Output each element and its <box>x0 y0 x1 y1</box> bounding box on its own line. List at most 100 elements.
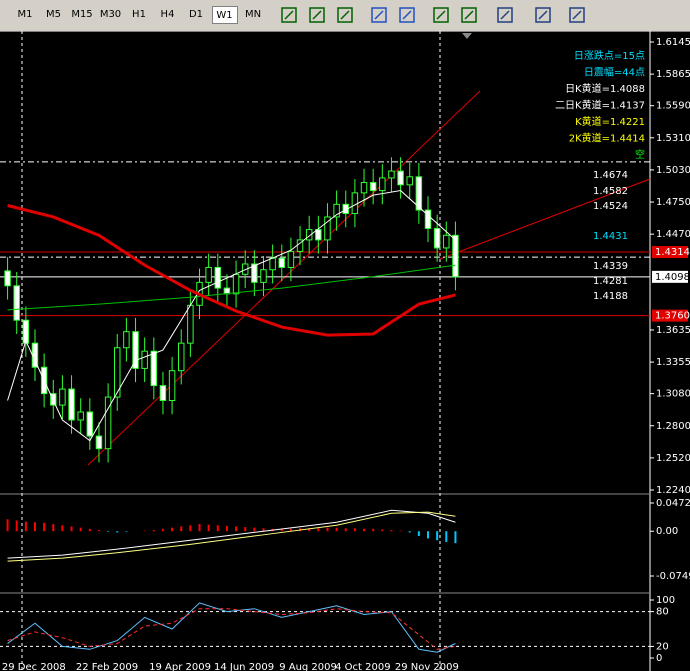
candle-body <box>13 285 20 321</box>
timeframe-button[interactable]: M1 <box>17 9 33 20</box>
toolbar-icon[interactable] <box>569 7 585 23</box>
icon-shape <box>281 7 297 23</box>
toolbar-icon[interactable] <box>309 7 325 23</box>
candle-body <box>141 350 148 369</box>
candle-body <box>424 209 432 229</box>
toolbar-icon[interactable] <box>433 7 449 23</box>
candle-body <box>123 331 130 349</box>
y-tick-label: 1.5310 <box>656 133 690 144</box>
y-tick-label: 1.3635 <box>656 325 690 336</box>
icon-shape <box>535 7 551 23</box>
toolbar-icon[interactable] <box>281 7 297 23</box>
candle-body <box>150 350 158 387</box>
candle-body <box>68 388 75 421</box>
icon-shape <box>497 7 513 23</box>
macd-bar <box>33 522 36 532</box>
y-tick-label: 20 <box>656 641 669 652</box>
price-label: 1.3760 <box>655 311 690 322</box>
macd-bar <box>445 531 448 542</box>
icon-shape <box>538 10 548 20</box>
level-label: 1.4339 <box>593 261 628 272</box>
timeframe-button[interactable]: H1 <box>132 9 146 20</box>
toolbar-icon[interactable] <box>337 7 353 23</box>
macd-bar <box>15 520 18 532</box>
candle-body <box>315 229 322 241</box>
indicator-line <box>7 509 456 559</box>
candle-body <box>397 170 404 186</box>
candle-body <box>415 176 423 211</box>
icon-shape <box>402 10 412 20</box>
timeframe-button[interactable]: W1 <box>211 6 238 24</box>
candle-body <box>388 170 395 179</box>
annotation: 2K黄道=1.4414 <box>569 132 645 145</box>
candle-body <box>260 269 267 283</box>
x-tick-label: 29 Nov 2009 <box>395 662 459 671</box>
toolbar-icon[interactable] <box>399 7 415 23</box>
timeframe-button[interactable]: M15 <box>71 9 93 20</box>
macd-bar <box>216 525 219 532</box>
macd-bar <box>79 527 82 532</box>
icon-shape <box>464 10 474 20</box>
price-box <box>652 246 688 259</box>
annotation: 日涨跌点=15点 <box>574 49 645 62</box>
toolbar-icon[interactable] <box>497 7 513 23</box>
y-tick-label: 0.04722 <box>656 498 690 509</box>
y-tick-label: 0 <box>656 653 662 664</box>
icon-shape <box>340 10 350 20</box>
price-label: 1.4314 <box>655 247 690 258</box>
candle-body <box>333 203 340 218</box>
x-tick-label: 14 Jun 2009 <box>214 662 274 671</box>
y-tick-label: 1.5865 <box>656 69 690 80</box>
candle-body <box>187 304 194 344</box>
candle-body <box>168 370 176 402</box>
candle-body <box>287 250 295 268</box>
icon-shape <box>374 10 384 20</box>
macd-bar <box>408 531 411 533</box>
candle-body <box>342 203 349 215</box>
annotation: 空 <box>635 148 645 161</box>
macd-bar <box>454 531 457 544</box>
candle-body <box>305 229 313 241</box>
toolbar-icon[interactable] <box>461 7 477 23</box>
toolbar-icon[interactable] <box>535 7 551 23</box>
icon-shape <box>436 10 446 20</box>
macd-bar <box>161 528 164 532</box>
macd-bar <box>116 531 119 533</box>
timeframe-button[interactable]: M30 <box>99 9 122 20</box>
candle-body <box>406 176 413 186</box>
chart-window: 1.6145 1.5865 1.5590 1.5310 1.5030 1.4750 1.44… <box>0 31 690 671</box>
timeframe-button[interactable]: D1 <box>188 9 204 20</box>
macd-bar <box>61 525 64 532</box>
price-box <box>652 309 688 322</box>
timeframe-button[interactable]: M5 <box>46 9 61 20</box>
icon-shape <box>399 7 415 23</box>
indicator-line <box>7 204 456 337</box>
macd-bar <box>417 531 420 537</box>
icon-shape <box>284 10 294 20</box>
level-label: 1.4281 <box>593 276 628 287</box>
candle-body <box>132 331 139 369</box>
candle-body <box>433 227 441 249</box>
macd-bar <box>427 531 430 539</box>
macd-bar <box>344 528 347 532</box>
macd-bar <box>180 526 183 532</box>
toolbar-icon[interactable] <box>371 7 387 23</box>
level-label: 1.4524 <box>593 201 628 212</box>
macd-bar <box>189 525 192 532</box>
timeframe-button[interactable]: H4 <box>160 9 175 20</box>
macd-bar <box>436 531 439 541</box>
candle-body <box>278 257 286 268</box>
candle-body <box>443 234 450 249</box>
annotation: 日震幅=44点 <box>584 66 645 79</box>
level-label: 1.4188 <box>593 291 628 302</box>
y-tick-label: 100 <box>656 595 675 606</box>
timeframe-button[interactable]: MN <box>244 9 262 20</box>
y-tick-label: 1.2800 <box>656 421 690 432</box>
y-tick-label: 1.2240 <box>656 485 690 496</box>
annotation: K黄道=1.4221 <box>575 115 645 128</box>
icon-shape <box>569 7 585 23</box>
macd-bar <box>88 528 91 532</box>
macd-bar <box>207 524 210 532</box>
icon-shape <box>337 7 353 23</box>
